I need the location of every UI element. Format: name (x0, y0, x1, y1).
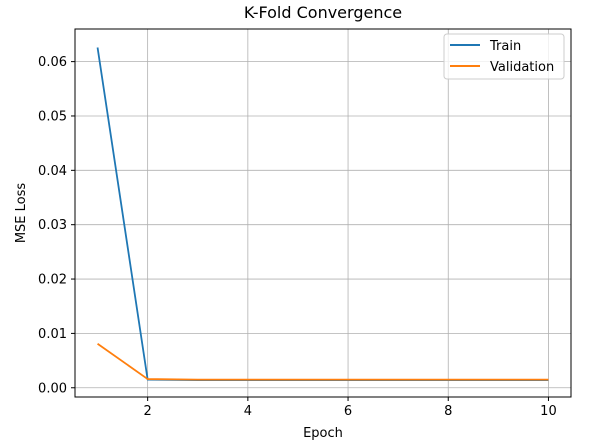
y-tick-label: 0.02 (38, 273, 67, 288)
x-tick-label: 4 (244, 404, 252, 419)
y-axis-label: MSE Loss (14, 183, 29, 244)
y-axis-ticks: 0.00 0.01 0.02 0.03 0.04 0.05 0.06 (38, 55, 75, 396)
x-tick-label: 6 (344, 404, 352, 419)
legend: Train Validation (443, 33, 565, 80)
y-tick-label: 0.03 (38, 218, 67, 233)
y-tick-label: 0.01 (38, 327, 67, 342)
chart-title: K-Fold Convergence (244, 3, 402, 22)
plot-frame (74, 28, 572, 398)
x-tick-label: 10 (540, 404, 557, 419)
x-tick-label: 2 (144, 404, 152, 419)
x-axis-label: Epoch (303, 426, 343, 441)
y-tick-label: 0.06 (38, 55, 67, 70)
y-tick-label: 0.05 (38, 109, 67, 124)
y-tick-label: 0.00 (38, 381, 67, 396)
y-tick-label: 0.04 (38, 164, 67, 179)
legend-label-train: Train (489, 39, 521, 54)
x-tick-label: 8 (444, 404, 452, 419)
series-lines (96, 47, 549, 382)
grid-lines (75, 29, 571, 397)
legend-label-validation: Validation (490, 60, 554, 75)
series-line-validation (97, 342, 549, 381)
x-axis-ticks: 2 4 6 8 10 (144, 397, 557, 419)
